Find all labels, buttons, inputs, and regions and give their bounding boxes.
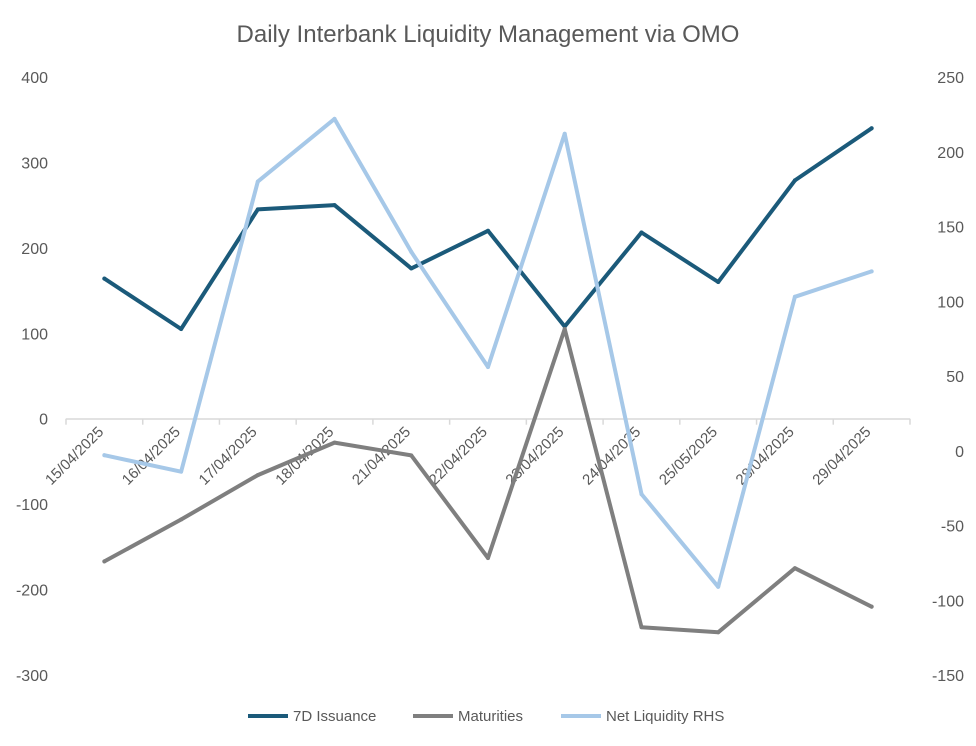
data-point xyxy=(639,625,644,630)
y-left-tick-label: 100 xyxy=(21,326,48,343)
data-point xyxy=(409,249,414,254)
y-left-tick-label: 0 xyxy=(39,412,48,429)
x-tick-label: 25/05/2025 xyxy=(656,424,721,489)
data-point xyxy=(486,365,490,370)
data-point xyxy=(639,492,644,497)
x-tick-marks xyxy=(65,418,911,425)
data-point xyxy=(179,517,184,522)
legend-label: 7D Issuance xyxy=(293,708,376,725)
x-tick-label: 28/04/2025 xyxy=(733,424,798,489)
y-left-tick-label: 300 xyxy=(21,155,48,172)
legend-label: Net Liquidity RHS xyxy=(606,708,724,725)
data-point xyxy=(255,207,260,212)
data-point xyxy=(255,473,260,478)
data-point xyxy=(792,566,797,571)
x-tick-label: 29/04/2025 xyxy=(809,424,874,489)
x-tick-label: 16/04/2025 xyxy=(119,424,184,489)
legend-label: Maturities xyxy=(458,708,523,725)
series-lines xyxy=(102,116,874,635)
series-line-2 xyxy=(102,116,874,589)
x-tick-label: 15/04/2025 xyxy=(42,424,107,489)
data-point xyxy=(562,131,567,136)
data-point xyxy=(869,604,874,609)
data-point xyxy=(792,294,797,299)
data-point xyxy=(716,280,721,285)
y-right-tick-label: 50 xyxy=(946,369,964,386)
data-point xyxy=(716,584,721,589)
series-line-1 xyxy=(102,327,874,635)
data-point xyxy=(179,469,184,474)
chart-title: Daily Interbank Liquidity Management via… xyxy=(237,21,740,48)
data-point xyxy=(255,179,260,184)
y-right-tick-label: 0 xyxy=(955,444,964,461)
y-right-tick-label: -50 xyxy=(941,519,964,536)
y-left-tick-label: 400 xyxy=(21,70,48,87)
data-point xyxy=(869,126,874,131)
data-point xyxy=(409,453,414,458)
data-point xyxy=(792,178,797,183)
data-point xyxy=(639,230,644,235)
data-point xyxy=(102,276,107,281)
data-point xyxy=(716,630,721,635)
data-point xyxy=(332,440,337,445)
data-point xyxy=(102,559,107,564)
y-right-tick-label: 100 xyxy=(937,294,964,311)
data-point xyxy=(102,453,107,458)
y-right-tick-label: 250 xyxy=(937,70,964,87)
y-left-tick-label: 200 xyxy=(21,241,48,258)
x-axis-labels: 15/04/2025 16/04/2025 17/04/2025 18/04/2025… xyxy=(42,424,874,489)
y-left-tick-label: -200 xyxy=(16,583,48,600)
data-point xyxy=(332,116,337,121)
legend: 7D Issuance Maturities Net Liquidity RHS xyxy=(248,708,724,725)
y-axis-right: 250 200 150 100 50 0 -50 -100 -150 xyxy=(932,70,964,685)
data-point xyxy=(869,269,874,274)
y-left-tick-label: -100 xyxy=(16,497,48,514)
data-point xyxy=(332,203,337,208)
data-point xyxy=(562,327,567,332)
data-point xyxy=(179,327,184,332)
y-right-tick-label: 150 xyxy=(937,220,964,237)
y-axis-left: 400 300 200 100 0 -100 -200 -300 xyxy=(16,70,48,685)
y-right-tick-label: 200 xyxy=(937,145,964,162)
x-tick-label: 23/04/2025 xyxy=(502,424,567,489)
data-point xyxy=(486,555,490,560)
x-tick-label: 22/04/2025 xyxy=(426,424,491,489)
data-point xyxy=(486,228,490,233)
y-right-tick-label: -150 xyxy=(932,668,964,685)
data-point xyxy=(409,266,414,271)
series-line-0 xyxy=(102,126,874,331)
y-right-tick-label: -100 xyxy=(932,593,964,610)
y-left-tick-label: -300 xyxy=(16,668,48,685)
